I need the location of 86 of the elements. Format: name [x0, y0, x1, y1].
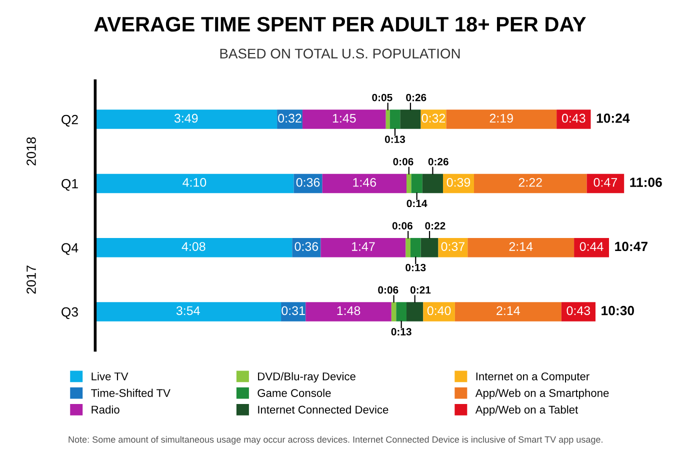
- data-label: 0:22: [425, 222, 446, 230]
- data-label: 3:49: [174, 114, 198, 123]
- bar: [95, 174, 294, 194]
- data-label: 0:06: [393, 158, 414, 166]
- data-label: 4:08: [182, 242, 206, 251]
- data-label: 2:14: [509, 242, 533, 251]
- data-label: 0:43: [566, 306, 590, 316]
- data-label: 0:13: [384, 136, 406, 144]
- bar: [400, 110, 421, 129]
- bar: [302, 110, 386, 129]
- bar: [468, 238, 574, 258]
- data-label: 0:47: [594, 178, 617, 187]
- total-label: 11:06: [630, 178, 662, 187]
- data-label: 0:39: [446, 178, 470, 187]
- bar: [411, 174, 422, 194]
- bar: [422, 174, 444, 194]
- bar: [423, 302, 455, 322]
- bar: [406, 174, 412, 194]
- y-tick-label: Q1: [62, 179, 78, 191]
- bar: [556, 110, 591, 129]
- data-label: 0:32: [422, 114, 446, 123]
- bar: [95, 238, 292, 258]
- data-label: 0:13: [406, 264, 426, 272]
- data-label: 0:06: [392, 222, 412, 230]
- bar: [454, 302, 562, 322]
- bar: [322, 174, 406, 194]
- data-label: 0:31: [282, 306, 305, 316]
- data-label: 4:10: [182, 178, 206, 187]
- bar: [306, 302, 392, 322]
- bar: [95, 110, 278, 129]
- data-label: 0:32: [278, 114, 302, 123]
- data-label: 0:26: [406, 94, 426, 102]
- legend-label: Internet Connected Device: [258, 405, 388, 414]
- bar: [446, 110, 557, 129]
- chart-subtitle: BASED ON TOTAL U.S. POPULATION: [220, 48, 460, 59]
- bar: [320, 238, 406, 258]
- legend-label: DVD/Blu-ray Device: [258, 372, 356, 383]
- data-label: 1:46: [353, 178, 376, 187]
- data-label: 0:36: [296, 178, 320, 187]
- bar: [391, 302, 396, 322]
- total-label: 10:24: [596, 114, 630, 123]
- data-label: 0:36: [294, 242, 318, 251]
- total-label: 10:47: [615, 242, 648, 252]
- data-label: 2:14: [496, 306, 520, 315]
- bar: [95, 302, 282, 322]
- bar: [410, 238, 421, 258]
- total-label: 10:30: [602, 306, 634, 316]
- chart-title: AVERAGE TIME SPENT PER ADULT 18+ PER DAY: [94, 16, 586, 32]
- data-label: 2:22: [518, 178, 542, 187]
- data-label: 0:06: [378, 286, 398, 294]
- bar: [390, 110, 400, 129]
- data-label: 0:13: [391, 328, 412, 336]
- legend-label: Internet on a Computer: [476, 372, 590, 383]
- bar: [396, 302, 406, 322]
- text: Note: Some amount of simultaneous usage may occur across devices. Internet Connected Device is inclusive of Smart TV app usage.: [68, 436, 602, 445]
- data-label: 3:54: [176, 306, 200, 316]
- legend-label: Radio: [92, 405, 120, 414]
- data-label: 1:47: [352, 242, 375, 251]
- data-label: 1:45: [332, 114, 356, 123]
- text: 2017: [26, 266, 36, 294]
- data-label: 0:14: [406, 200, 428, 208]
- legend-label: Live TV: [92, 372, 128, 380]
- y-tick-label: Q2: [62, 114, 78, 127]
- y-tick-label: Q4: [62, 243, 78, 255]
- legend-label: App/Web on a Smartphone: [475, 388, 609, 400]
- data-label: 0:26: [428, 158, 448, 166]
- data-label: 0:05: [372, 94, 392, 102]
- data-label: 0:43: [562, 114, 586, 123]
- legend-label: App/Web on a Tablet: [475, 405, 578, 416]
- bar: [474, 174, 587, 194]
- bar: [406, 302, 424, 322]
- data-label: 0:40: [427, 306, 451, 316]
- data-label: 0:44: [580, 242, 604, 251]
- data-label: 1:48: [337, 306, 360, 316]
- bar: [586, 174, 624, 194]
- legend-label: Game Console: [258, 388, 331, 397]
- y-tick-label: Q3: [62, 307, 78, 320]
- data-label: 0:37: [441, 242, 464, 251]
- bar: [386, 110, 390, 129]
- text: 2018: [26, 137, 36, 166]
- bar: [420, 238, 438, 258]
- data-label: 2:19: [490, 114, 513, 123]
- bar: [561, 302, 596, 322]
- bar: [406, 238, 410, 258]
- data-label: 0:21: [410, 286, 431, 294]
- legend-label: Time-Shifted TV: [91, 388, 170, 397]
